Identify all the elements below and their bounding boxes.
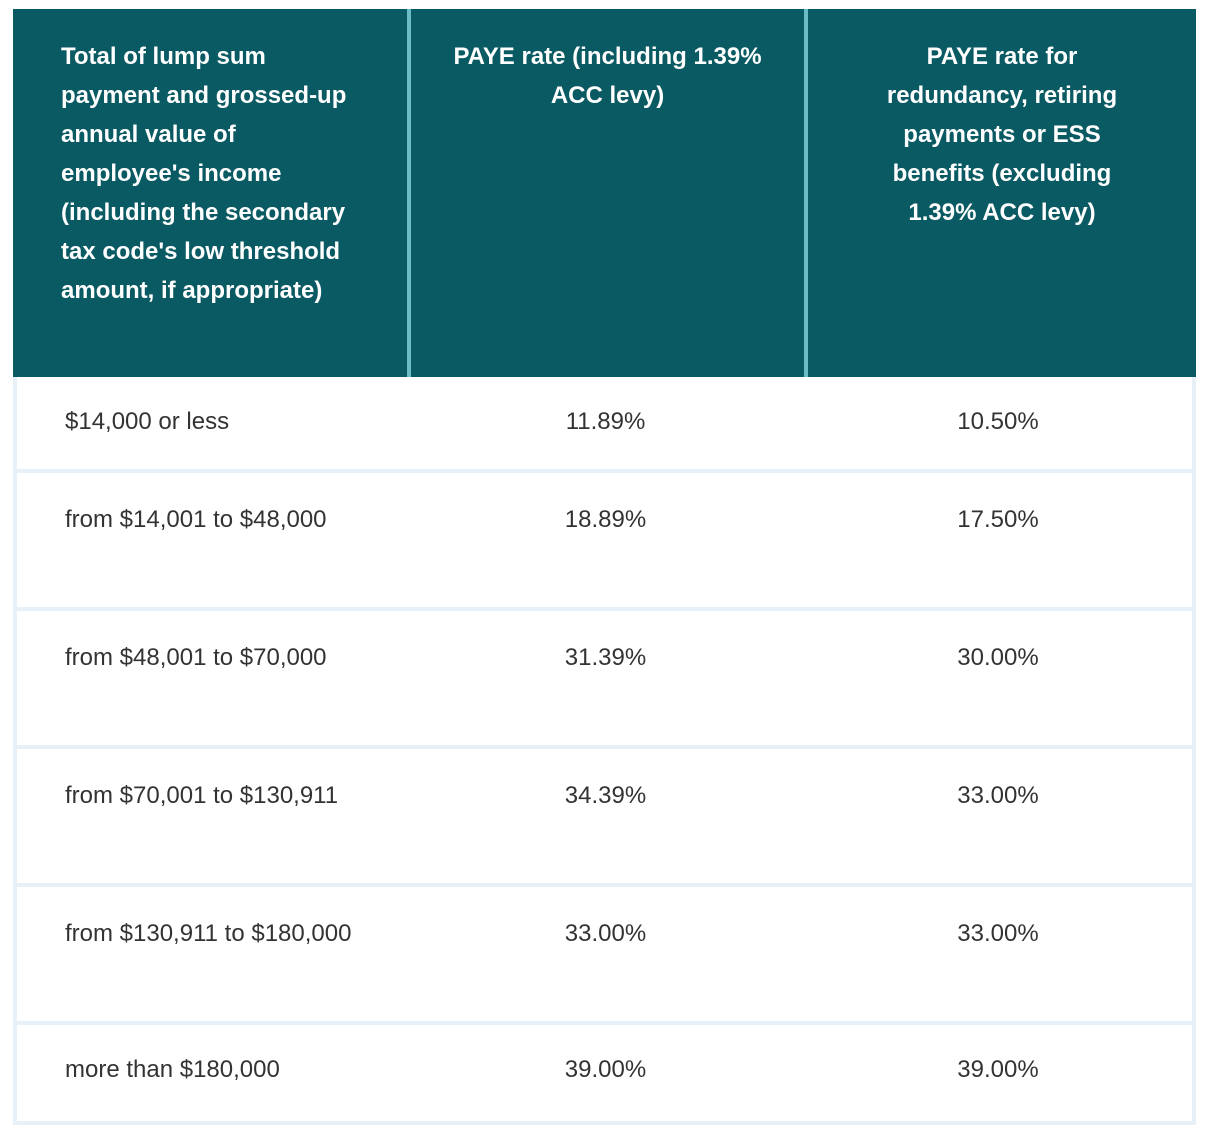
cell-income-range: from $70,001 to $130,911 xyxy=(65,782,339,809)
table-header: Total of lump sum payment and grossed-up… xyxy=(13,9,1196,377)
cell-paye-rate-redundancy: 17.50% xyxy=(957,506,1039,533)
cell-paye-rate-redundancy: 39.00% xyxy=(957,1056,1039,1083)
header-income: Total of lump sum payment and grossed-up… xyxy=(61,43,347,304)
cell-income-range: more than $180,000 xyxy=(65,1056,280,1083)
cell-paye-rate: 18.89% xyxy=(564,506,647,533)
table-row: $14,000 or less 11.89% 10.50% xyxy=(13,377,1196,473)
table-row: from $48,001 to $70,000 31.39% 30.00% xyxy=(13,611,1196,749)
cell-paye-rate-redundancy: 30.00% xyxy=(957,644,1039,671)
table-row: from $130,911 to $180,000 33.00% 33.00% xyxy=(13,887,1196,1025)
cell-income-range: from $48,001 to $70,000 xyxy=(65,644,327,671)
table-row: from $14,001 to $48,000 18.89% 17.50% xyxy=(13,473,1196,611)
cell-paye-rate-redundancy: 10.50% xyxy=(957,408,1039,435)
cell-income-range: from $14,001 to $48,000 xyxy=(65,506,327,533)
cell-income-range: $14,000 or less xyxy=(65,408,230,435)
cell-paye-rate: 39.00% xyxy=(564,1056,647,1083)
cell-paye-rate-redundancy: 33.00% xyxy=(957,920,1039,947)
table-body: $14,000 or less 11.89% 10.50% from $14,001 … xyxy=(13,377,1196,1125)
cell-income-range: from $130,911 to $180,000 xyxy=(65,920,352,947)
cell-paye-rate-redundancy: 33.00% xyxy=(957,782,1039,809)
cell-paye-rate: 11.89% xyxy=(565,408,646,435)
table-row: from $70,001 to $130,911 34.39% 33.00% xyxy=(13,749,1196,887)
paye-rate-table: Total of lump sum payment and grossed-up… xyxy=(13,9,1196,1125)
cell-paye-rate: 34.39% xyxy=(564,782,647,809)
table-row: more than $180,000 39.00% 39.00% xyxy=(13,1025,1196,1125)
header-paye-rate: PAYE rate (including 1.39% ACC levy) xyxy=(407,9,804,377)
header-paye-rate-redundancy: PAYE rate for redundancy, retiring payme… xyxy=(804,9,1196,377)
cell-paye-rate: 31.39% xyxy=(564,644,647,671)
cell-paye-rate: 33.00% xyxy=(564,920,647,947)
